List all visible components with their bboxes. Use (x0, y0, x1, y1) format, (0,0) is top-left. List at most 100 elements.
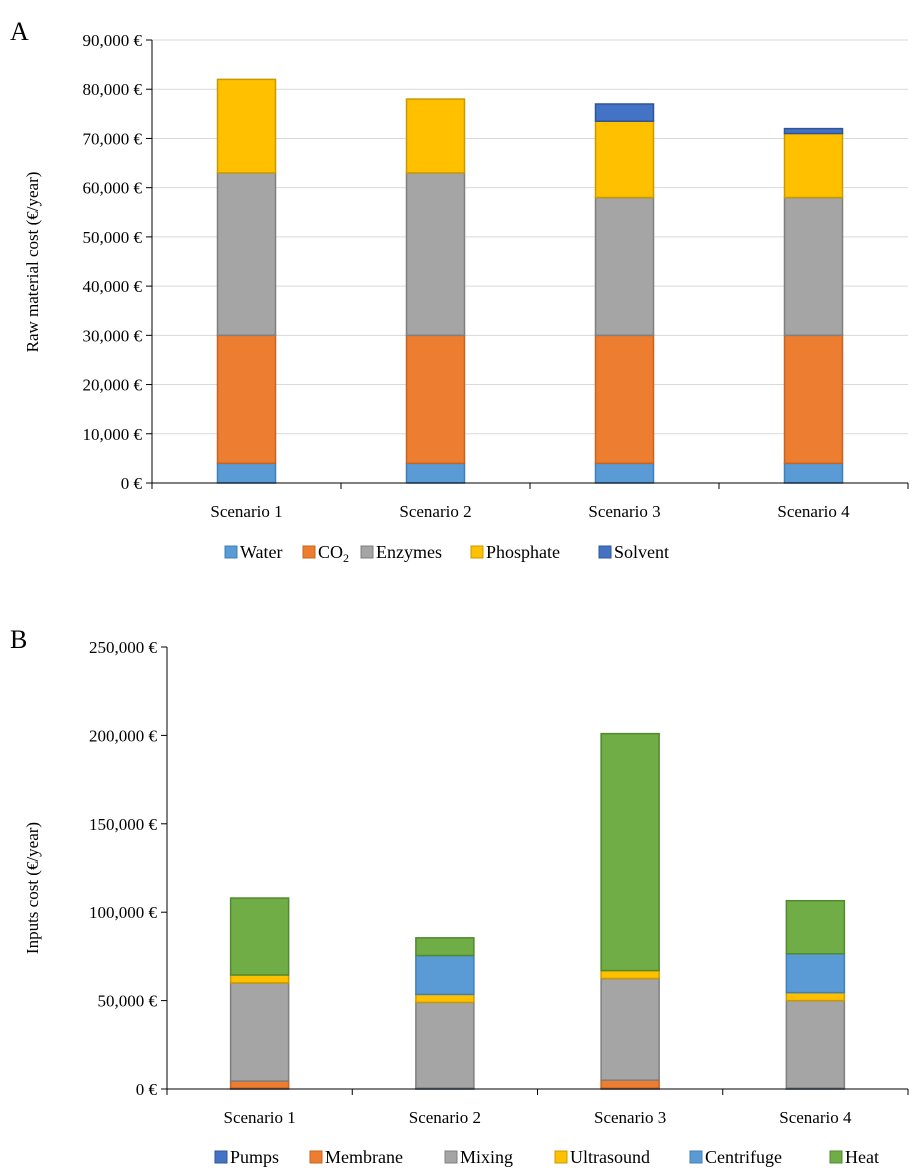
panel-a-bar-enzymes-1 (216, 172, 277, 337)
panel-b-y-tick-label: 200,000 € (89, 726, 158, 745)
panel-b-bar-mixing-4 (785, 999, 846, 1089)
panel-b-bar-ultrasound-3 (600, 969, 660, 980)
panel-a-gridlines (152, 39, 908, 435)
panel-b-legend-item-pumps: Pumps (214, 1147, 279, 1167)
panel-b-y-tick-label: 100,000 € (89, 903, 158, 922)
panel-a-category-label: Scenario 1 (210, 502, 282, 521)
panel-b-bar-heat-4 (785, 899, 846, 955)
panel-a-bar-water-1 (216, 462, 277, 484)
panel-a-legend-item-phosphate: Phosphate (470, 542, 560, 562)
panel-a-legend-label: CO2 (318, 542, 349, 565)
panel-a-category-label: Scenario 3 (588, 502, 660, 521)
panel-b-bar-ultrasound-2 (415, 993, 475, 1004)
panel-b-bar-heat-2 (415, 937, 475, 957)
panel-a-bar-phosphate-3 (594, 120, 655, 199)
panel-a-y-tick-label: 80,000 € (83, 80, 143, 99)
panel-a-axes (146, 39, 909, 489)
panel-b-legend-swatch (444, 1150, 458, 1164)
panel-a-bar-phosphate-2 (405, 98, 466, 174)
panel-a-bar-enzymes-4 (783, 196, 844, 337)
panel-b-chart: B 0 € 50,000 € 100,000 € 150,000 € 200,000 €… (10, 625, 909, 1167)
panel-a-bar-enzymes-2 (405, 172, 466, 337)
panel-b-legend-label: Heat (845, 1147, 879, 1167)
panel-b-legend: Pumps Membrane Mixing Ultrasound Centrifuge H… (214, 1147, 879, 1167)
panel-b-y-axis-label: Inputs cost (€/year) (23, 822, 42, 954)
panel-a-y-tick-label: 10,000 € (83, 425, 143, 444)
panel-b-legend-swatch (829, 1150, 843, 1164)
panel-a-bar-water-4 (783, 462, 844, 484)
panel-a-y-tick-label: 40,000 € (83, 277, 143, 296)
panel-a-y-tick-label: 30,000 € (83, 326, 143, 345)
panel-b-legend-label: Pumps (230, 1147, 279, 1167)
panel-a-legend-swatch (302, 545, 316, 559)
panel-a-legend-label: Water (240, 542, 283, 562)
panel-b-bar-mixing-1 (229, 982, 290, 1082)
panel-a-bar-enzymes-3 (594, 196, 655, 337)
panel-a-y-tick-label: 20,000 € (83, 376, 143, 395)
panel-b-legend-label: Mixing (460, 1147, 513, 1167)
panel-b-category-label: Scenario 4 (779, 1108, 852, 1127)
panel-a-legend-label: Phosphate (486, 542, 560, 562)
panel-a-bar-solvent-4 (783, 127, 844, 135)
panel-b-legend-item-membrane: Membrane (309, 1147, 403, 1167)
panel-a-category-labels: Scenario 1 Scenario 2 Scenario 3 Scenario 4 (210, 502, 850, 521)
panel-a-legend-label: Enzymes (376, 542, 442, 562)
panel-b-category-label: Scenario 1 (224, 1108, 296, 1127)
panel-b-axes (161, 646, 909, 1095)
panel-a-legend-item-co2: CO2 (302, 542, 349, 565)
panel-a-legend-swatch (598, 545, 612, 559)
panel-a-category-label: Scenario 2 (399, 502, 471, 521)
panel-b-bars (229, 732, 846, 1090)
panel-b-legend-item-heat: Heat (829, 1147, 879, 1167)
panel-b-y-tick-label: 50,000 € (98, 992, 158, 1011)
panel-b-legend-label: Ultrasound (570, 1147, 650, 1167)
panel-b-letter: B (10, 625, 27, 654)
panel-b-y-tick-label: 250,000 € (89, 638, 158, 657)
panel-a-legend-swatch (224, 545, 238, 559)
panel-b-bar-ultrasound-1 (229, 974, 290, 984)
panel-a-chart: A 0 € 10,000 € 20,000 € 30,000 € 40,000 € 50,… (10, 17, 909, 565)
panel-a-y-tick-label: 90,000 € (83, 31, 143, 50)
panel-b-bar-heat-3 (600, 732, 660, 972)
panel-b-category-label: Scenario 2 (409, 1108, 481, 1127)
panel-b-legend-label: Centrifuge (705, 1147, 782, 1167)
panel-b-category-label: Scenario 3 (594, 1108, 666, 1127)
panel-a-bar-phosphate-1 (216, 78, 277, 174)
panel-a-category-label: Scenario 4 (777, 502, 850, 521)
panel-b-bar-membrane-1 (229, 1080, 290, 1089)
panel-b-bar-centrifuge-2 (415, 954, 475, 996)
panel-a-y-tick-label: 50,000 € (83, 228, 143, 247)
panel-b-bar-centrifuge-4 (785, 952, 846, 994)
panel-a-legend-item-water: Water (224, 542, 283, 562)
panel-a-y-tick-label: 70,000 € (83, 129, 143, 148)
panel-a-bar-co2-3 (594, 334, 655, 465)
panel-a-legend-item-solvent: Solvent (598, 542, 669, 562)
panel-a-bar-co2-4 (783, 334, 844, 465)
panel-a-legend-item-enzymes: Enzymes (360, 542, 442, 562)
panel-b-legend-item-ultrasound: Ultrasound (554, 1147, 650, 1167)
panel-a-legend-swatch (470, 545, 484, 559)
panel-a-bar-co2-2 (405, 334, 466, 465)
panel-b-category-labels: Scenario 1 Scenario 2 Scenario 3 Scenario 4 (224, 1108, 852, 1127)
panel-a-y-tick-labels: 0 € 10,000 € 20,000 € 30,000 € 40,000 € 50,00… (83, 31, 143, 493)
panel-a-bar-water-2 (405, 462, 466, 484)
panel-b-bar-mixing-3 (600, 977, 660, 1081)
panel-a-bar-co2-1 (216, 334, 277, 465)
panel-b-legend-item-centrifuge: Centrifuge (689, 1147, 782, 1167)
panel-b-legend-swatch (309, 1150, 323, 1164)
panel-b-bar-mixing-2 (415, 1001, 475, 1089)
panel-a-y-tick-label: 60,000 € (83, 179, 143, 198)
panel-a-legend: Water CO2 Enzymes Phosphate Solvent (224, 542, 669, 565)
panel-a-bar-phosphate-4 (783, 132, 844, 199)
panel-a-bars (216, 78, 844, 484)
panel-a-bar-solvent-3 (594, 103, 655, 122)
panel-a-y-axis-label: Raw material cost (€/year) (23, 172, 42, 353)
panel-a-bar-water-3 (594, 462, 655, 484)
panel-b-y-tick-label: 150,000 € (89, 815, 158, 834)
panel-a-legend-swatch (360, 545, 374, 559)
panel-a-letter: A (10, 17, 29, 46)
panel-b-legend-item-mixing: Mixing (444, 1147, 513, 1167)
panel-b-bar-membrane-3 (600, 1079, 660, 1089)
panel-b-legend-label: Membrane (325, 1147, 403, 1167)
